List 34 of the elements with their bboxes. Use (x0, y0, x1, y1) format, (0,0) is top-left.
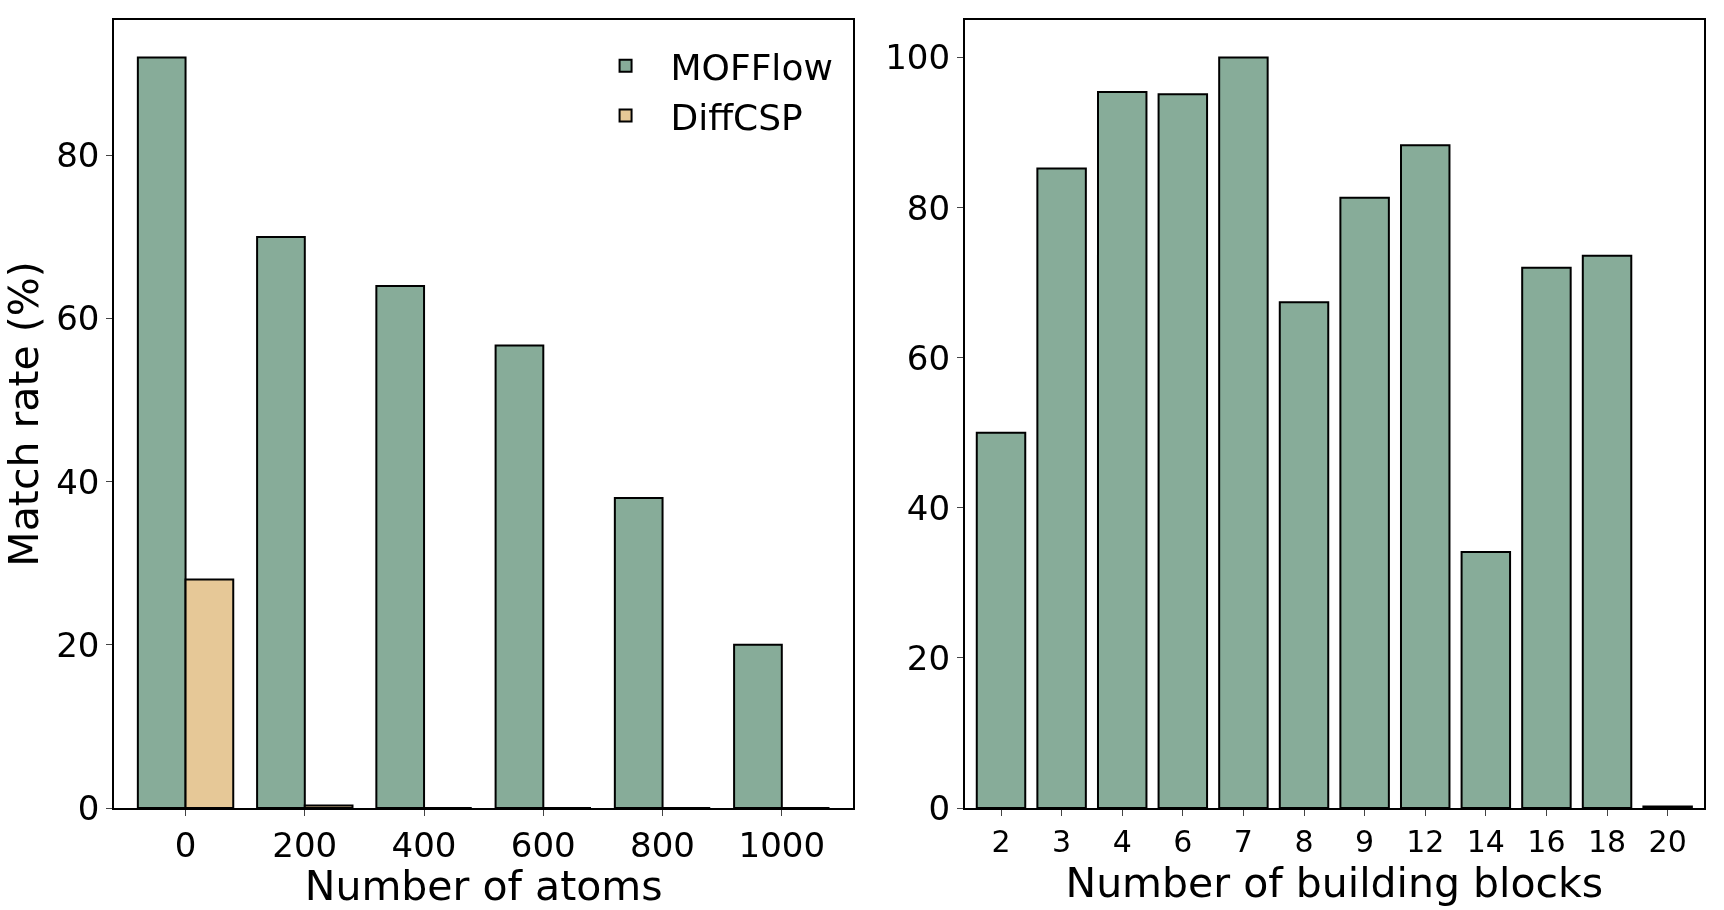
x-tick-label: 8 (1294, 823, 1314, 859)
y-tick-label: 60 (906, 337, 951, 378)
y-tick-label: 60 (56, 298, 100, 339)
y-tick-label: 0 (77, 787, 100, 828)
x-tick-label: 18 (1587, 823, 1627, 859)
y-tick-label: 100 (885, 37, 951, 78)
y-tick-label: 0 (928, 787, 951, 828)
x-tick-label: 20 (1648, 823, 1687, 859)
x-axis-title: Number of atoms (304, 862, 663, 910)
x-tick-label: 4 (1112, 823, 1132, 859)
x-tick-label: 800 (630, 824, 695, 865)
x-tick-label: 1000 (738, 824, 826, 865)
x-tick-label: 7 (1233, 823, 1253, 859)
x-tick-label: 2 (991, 823, 1011, 859)
y-tick-label: 40 (906, 487, 951, 528)
x-tick-label: 12 (1406, 823, 1445, 859)
x-tick-label: 3 (1052, 823, 1072, 859)
legend-label: MOFFlow (670, 46, 833, 88)
y-tick-label: 20 (56, 624, 100, 665)
x-tick-label: 14 (1466, 823, 1505, 859)
x-tick-label: 200 (272, 824, 338, 865)
x-tick-label: 600 (510, 824, 576, 865)
x-tick-label: 0 (174, 824, 197, 865)
y-tick-label: 40 (56, 461, 100, 502)
y-tick-label: 80 (56, 135, 100, 176)
x-tick-label: 16 (1527, 823, 1566, 859)
y-tick-label: 80 (906, 187, 951, 228)
x-tick-label: 9 (1355, 823, 1375, 859)
x-tick-label: 6 (1173, 823, 1193, 859)
legend-label: DiffCSP (670, 96, 803, 138)
y-axis-title: Match rate (%) (0, 261, 48, 567)
y-tick-label: 20 (906, 637, 951, 678)
x-axis-title: Number of building blocks (1065, 858, 1604, 907)
x-tick-label: 400 (391, 824, 457, 865)
